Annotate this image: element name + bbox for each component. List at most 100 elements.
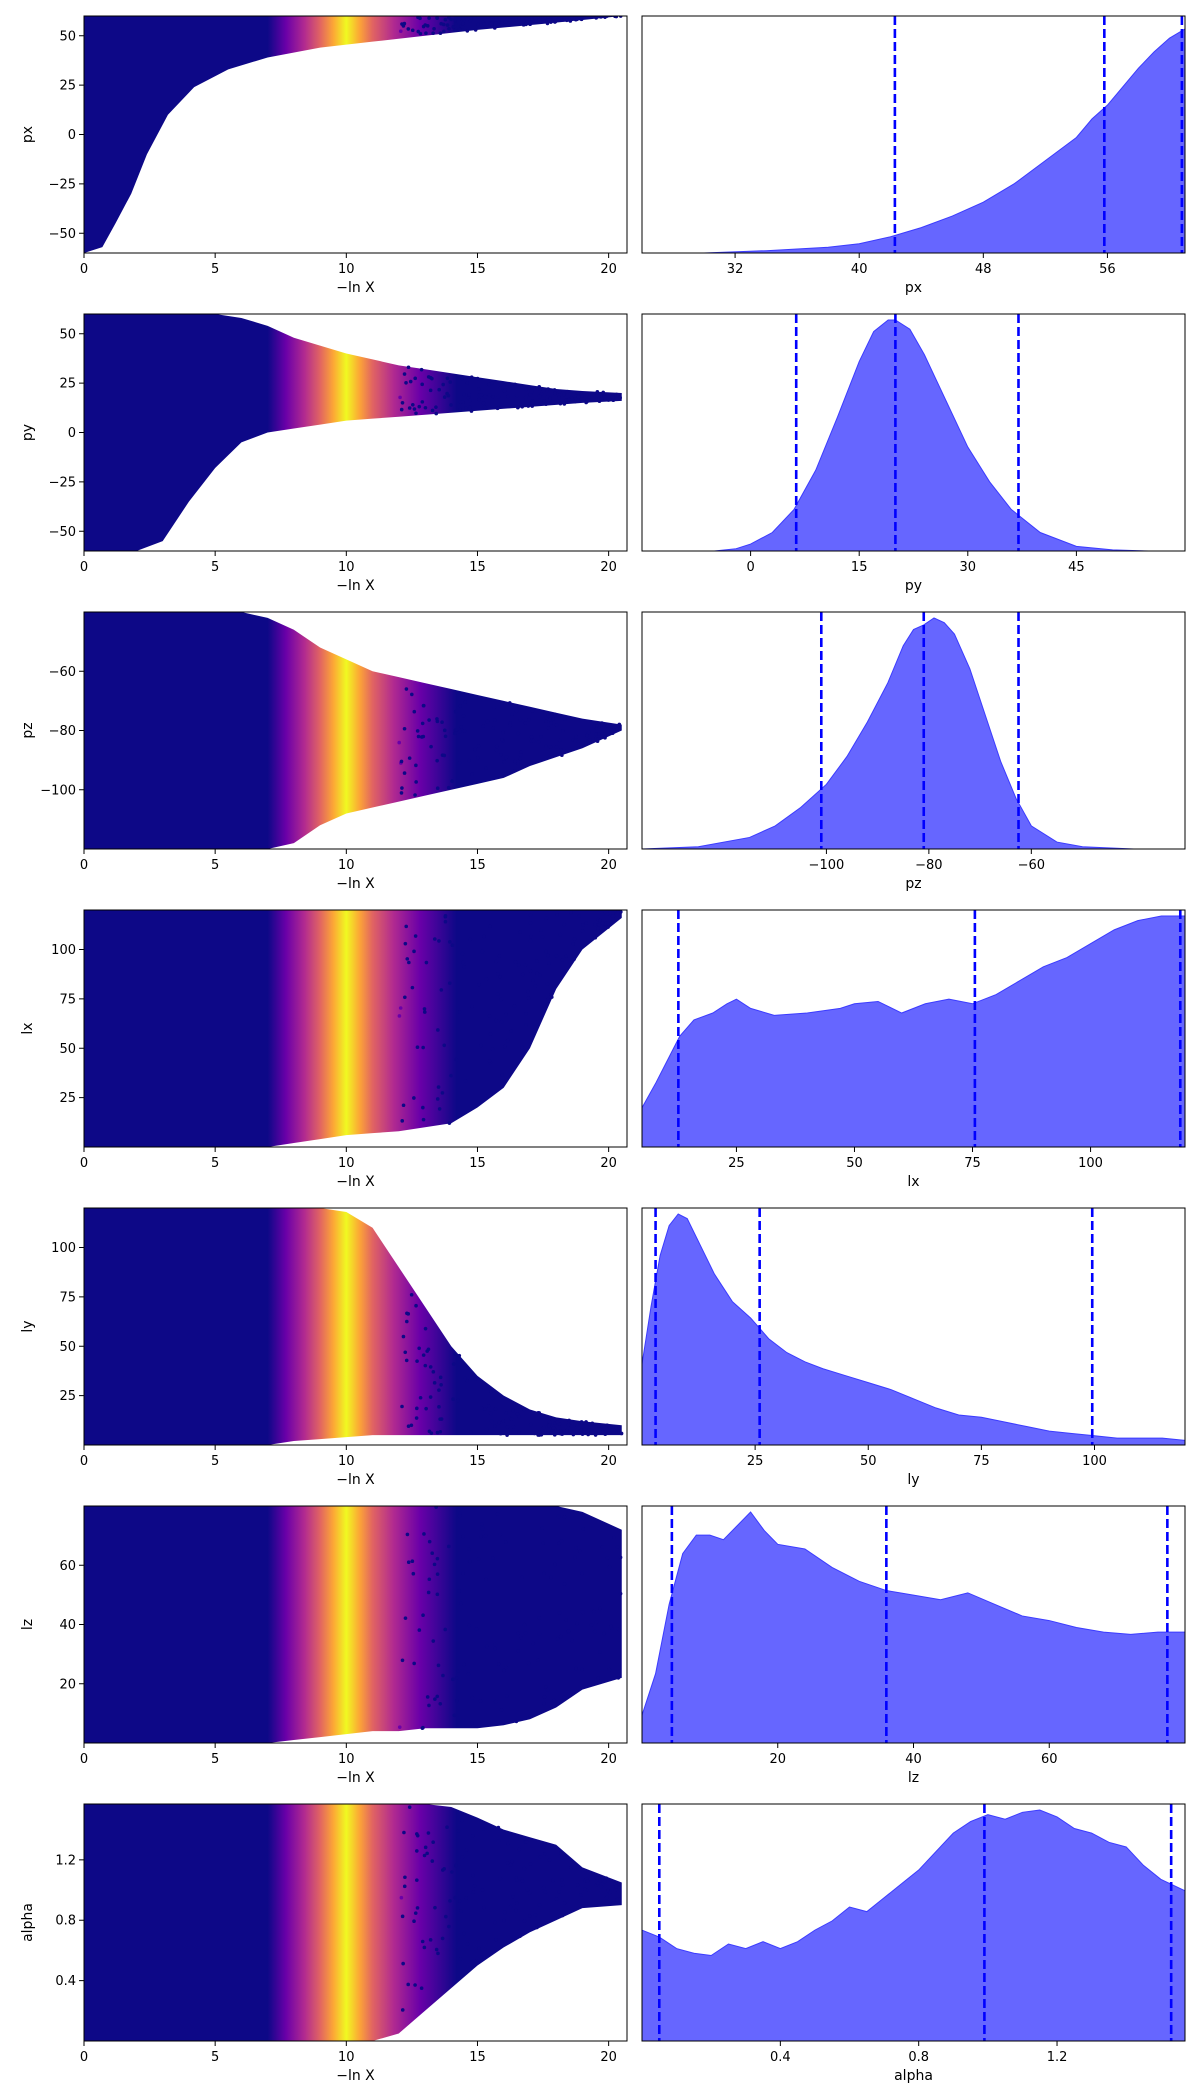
scatter-point — [456, 1669, 460, 1674]
scatter-point — [445, 1825, 449, 1830]
scatter-point — [545, 982, 550, 986]
scatter-point — [498, 1876, 503, 1881]
scatter-point — [399, 759, 404, 764]
x-axis-label: alpha — [894, 2068, 933, 2084]
scatter-point — [427, 16, 431, 20]
scatter-point — [465, 17, 470, 22]
x-tick-label: 50 — [860, 1454, 877, 1469]
scatter-point — [514, 1908, 518, 1913]
x-tick-label: 25 — [728, 1156, 745, 1171]
scatter-point — [522, 385, 527, 389]
scatter-point — [498, 386, 503, 390]
scatter-point — [603, 1430, 607, 1435]
scatter-point — [493, 1920, 497, 1925]
scatter-point — [581, 923, 585, 927]
x-tick-label: 20 — [600, 1156, 617, 1171]
x-tick-label: 15 — [469, 560, 486, 575]
scatter-point — [560, 1883, 565, 1888]
y-tick-label: −60 — [49, 665, 76, 680]
scatter-point — [423, 1326, 428, 1331]
y-tick-label: 75 — [59, 992, 76, 1007]
scatter-point — [442, 753, 447, 758]
scatter-point — [420, 721, 425, 726]
scatter-point — [397, 1725, 402, 1729]
scatter-point — [518, 753, 523, 758]
scatter-point — [482, 934, 486, 939]
scatter-point — [607, 1564, 612, 1569]
scatter-point — [430, 408, 435, 413]
scatter-point — [524, 1012, 528, 1016]
scatter-point — [551, 717, 556, 721]
scatter-point — [481, 401, 486, 406]
scatter-point — [589, 1623, 594, 1627]
scatter-point — [553, 391, 557, 396]
scatter-point — [493, 718, 497, 722]
scatter-point — [530, 404, 535, 408]
scatter-point — [511, 1894, 515, 1899]
scatter-point — [460, 1818, 464, 1823]
x-tick-label: 0 — [80, 1454, 88, 1469]
scatter-point — [399, 1895, 404, 1900]
scatter-point — [432, 937, 437, 941]
scatter-point — [426, 1831, 431, 1835]
x-tick-label: 0.8 — [908, 2050, 929, 2065]
scatter-point — [412, 1919, 416, 1924]
x-tick-label: 32 — [727, 262, 744, 277]
scatter-point — [520, 404, 524, 409]
scatter-point — [580, 1511, 584, 1516]
scatter-point — [517, 1430, 521, 1435]
scatter-point — [451, 1677, 455, 1682]
scatter-point — [415, 1849, 419, 1853]
scatter-point — [498, 974, 502, 979]
x-tick-label: 75 — [973, 1454, 990, 1469]
scatter-point — [410, 985, 415, 990]
scatter-point — [494, 744, 499, 749]
scatter-point — [600, 1545, 605, 1549]
scatter-point — [575, 1423, 579, 1427]
scatter-point — [605, 1556, 610, 1560]
scatter-point — [558, 1851, 563, 1855]
scatter-point — [545, 1002, 550, 1006]
x-tick-label: −80 — [915, 858, 942, 873]
scatter-point — [606, 921, 611, 926]
scatter-point — [495, 971, 500, 976]
scatter-point — [555, 1636, 560, 1641]
scatter-point — [544, 949, 548, 954]
scatter-point — [520, 1045, 524, 1050]
scatter-point — [560, 1913, 565, 1918]
scatter-point — [437, 939, 441, 943]
x-tick-label: 5 — [211, 858, 219, 873]
scatter-point — [537, 1903, 542, 1907]
y-tick-label: −50 — [49, 525, 76, 540]
scatter-panel-lz: 0 5 10 15 20 60 40 20 −ln X lz — [20, 1505, 628, 1786]
scatter-point — [427, 1703, 431, 1708]
scatter-point — [448, 380, 453, 384]
x-tick-label: 30 — [960, 560, 977, 575]
scatter-point — [546, 714, 550, 718]
scatter-point — [461, 16, 465, 21]
scatter-point — [552, 1433, 557, 1437]
scatter-point — [608, 1890, 612, 1895]
scatter-point — [616, 1676, 621, 1680]
scatter-point — [553, 19, 558, 24]
scatter-point — [451, 25, 456, 29]
scatter-point — [425, 24, 430, 28]
scatter-point — [458, 704, 463, 708]
scatter-point — [491, 1556, 495, 1560]
scatter-point — [560, 958, 565, 962]
scatter-point — [409, 1292, 414, 1297]
scatter-point — [541, 1541, 545, 1546]
scatter-point — [424, 960, 429, 965]
scatter-point — [519, 1636, 523, 1640]
x-tick-label: 15 — [469, 1752, 486, 1767]
scatter-point — [479, 393, 484, 397]
scatter-point — [580, 1571, 584, 1576]
density-frame-py — [641, 313, 1186, 552]
scatter-point — [571, 1432, 576, 1437]
scatter-point — [502, 1918, 506, 1923]
scatter-point — [469, 16, 473, 20]
scatter-point — [420, 1939, 425, 1944]
scatter-point — [541, 1885, 546, 1890]
scatter-point — [427, 1577, 432, 1582]
scatter-point — [460, 376, 464, 381]
